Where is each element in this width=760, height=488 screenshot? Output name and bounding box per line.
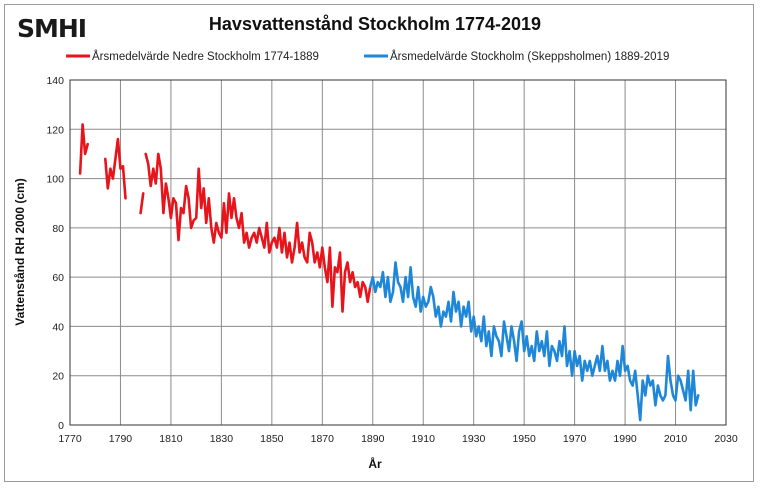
x-tick-label-1930: 1930 [462, 433, 486, 445]
x-tick-label-2010: 2010 [664, 433, 688, 445]
legend-label-nedre-stockholm: Årsmedelvärde Nedre Stockholm 1774-1889 [92, 50, 319, 63]
y-tick-label-100: 100 [46, 174, 64, 186]
series-0-line-segment-1 [104, 137, 127, 200]
y-tick-label-20: 20 [52, 371, 64, 383]
plot-border [69, 79, 727, 426]
y-tick-label-140: 140 [46, 75, 64, 87]
y-tick-label-60: 60 [52, 272, 64, 284]
x-tick-label-1990: 1990 [613, 433, 637, 445]
y-tick-label-80: 80 [52, 223, 64, 235]
x-axis-label: År [368, 456, 382, 471]
y-tick-label-120: 120 [46, 124, 64, 136]
series-0-line-segment-3 [144, 152, 372, 313]
x-tick-label-1770: 1770 [58, 433, 82, 445]
x-tick-label-1810: 1810 [159, 433, 183, 445]
y-tick-label-0: 0 [58, 420, 64, 432]
x-tick-label-1950: 1950 [512, 433, 536, 445]
series-1-line-segment-0 [368, 261, 700, 422]
x-tick-label-1890: 1890 [361, 433, 385, 445]
smhi-logo: SMHI [17, 14, 86, 43]
x-tick-label-1870: 1870 [311, 433, 335, 445]
x-tick-label-1850: 1850 [260, 433, 284, 445]
x-tick-label-1970: 1970 [563, 433, 587, 445]
x-tick-label-2030: 2030 [714, 433, 738, 445]
tick-labels: 1770 1790 1810 1830 1850 1870 1890 1910 1930 1950… [46, 75, 737, 445]
y-tick-label-40: 40 [52, 321, 64, 333]
chart-title: Havsvattenstånd Stockholm 1774-2019 [209, 14, 541, 34]
x-tick-label-1790: 1790 [109, 433, 133, 445]
y-axis-label: Vattenstånd RH 2000 (cm) [13, 178, 27, 325]
series-0-line-segment-2 [139, 192, 145, 215]
series-0-line-segment-0 [78, 123, 89, 175]
x-tick-label-1830: 1830 [210, 433, 234, 445]
x-tick-label-1910: 1910 [412, 433, 436, 445]
legend-label-skeppsholmen: Årsmedelvärde Stockholm (Skeppsholmen) 1… [390, 50, 669, 63]
legend: Årsmedelvärde Nedre Stockholm 1774-1889 … [66, 50, 669, 63]
series-group [78, 123, 700, 422]
